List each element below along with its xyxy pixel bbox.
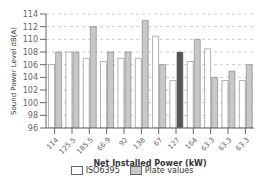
svg-text:164: 164 <box>184 136 199 151</box>
svg-text:67: 67 <box>152 136 164 148</box>
svg-text:63.3: 63.3 <box>200 136 217 153</box>
html-text:ISO6395: ISO6395 <box>85 166 120 175</box>
svg-text:63.3: 63.3 <box>234 136 251 153</box>
svg-text:63.3: 63.3 <box>217 136 234 153</box>
svg-text:138: 138 <box>132 136 147 151</box>
svg-text:104: 104 <box>23 73 38 82</box>
svg-text:110: 110 <box>23 35 38 44</box>
svg-text:185.5: 185.5 <box>75 136 95 156</box>
svg-text:108: 108 <box>23 48 38 57</box>
svg-text:127: 127 <box>167 136 182 151</box>
svg-text:96: 96 <box>28 124 38 133</box>
svg-text:112: 112 <box>23 23 38 32</box>
svg-text:100: 100 <box>23 99 38 108</box>
svg-text:Net Installed Power (kW): Net Installed Power (kW) <box>93 159 206 168</box>
svg-text:102: 102 <box>23 86 38 95</box>
svg-text:106: 106 <box>23 61 38 70</box>
html-text:Plate values: Plate values <box>144 166 194 175</box>
svg-text:114: 114 <box>45 136 61 152</box>
svg-text:125.5: 125.5 <box>58 136 78 156</box>
svg-text:66.9: 66.9 <box>96 136 113 153</box>
svg-text:92: 92 <box>118 136 130 148</box>
svg-text:Sound Power Level dB(A): Sound Power Level dB(A) <box>10 27 18 115</box>
svg-text:114: 114 <box>23 10 38 19</box>
svg-text:98: 98 <box>28 111 38 120</box>
